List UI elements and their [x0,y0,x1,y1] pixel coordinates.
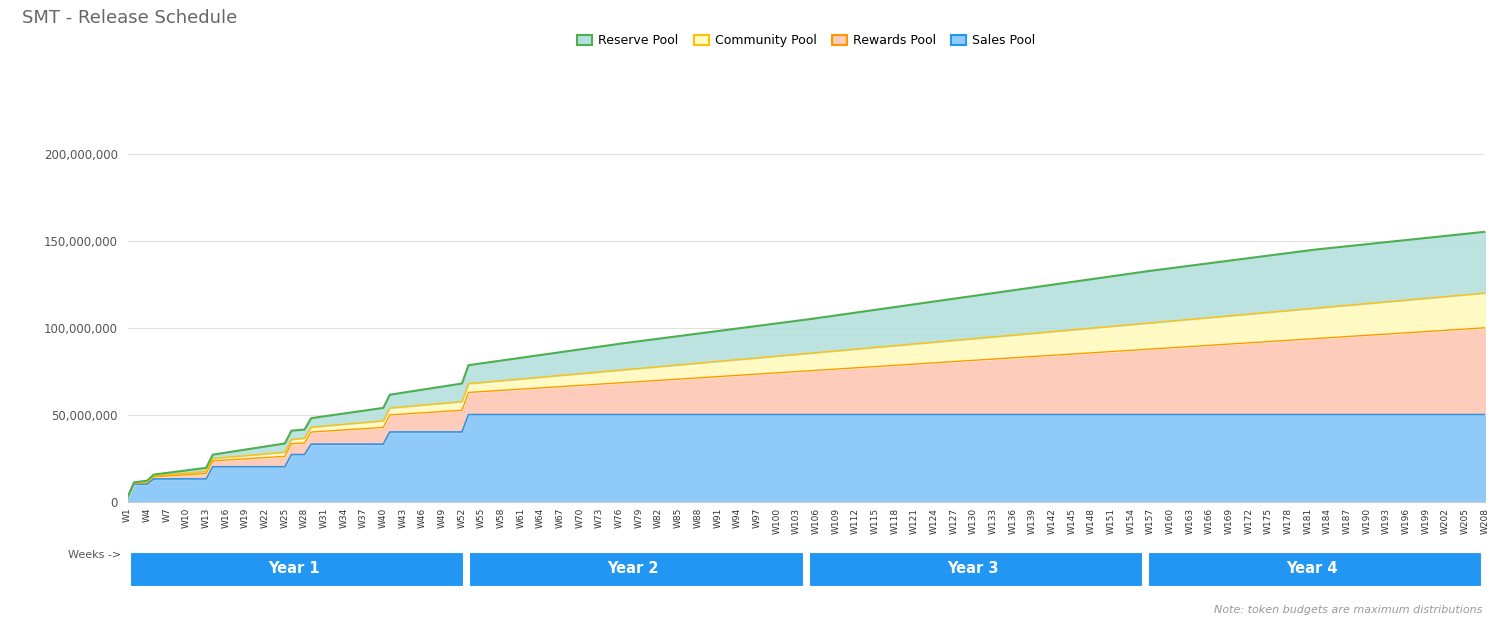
Legend: Reserve Pool, Community Pool, Rewards Pool, Sales Pool: Reserve Pool, Community Pool, Rewards Po… [572,29,1041,52]
Text: SMT - Release Schedule: SMT - Release Schedule [22,9,237,27]
FancyBboxPatch shape [808,552,1143,587]
Text: Year 4: Year 4 [1287,561,1338,576]
Text: Year 1: Year 1 [268,561,320,576]
Text: Year 2: Year 2 [608,561,658,576]
Text: Weeks ->: Weeks -> [68,550,120,560]
FancyBboxPatch shape [130,552,465,587]
FancyBboxPatch shape [470,552,804,587]
FancyBboxPatch shape [1148,552,1482,587]
Text: Year 3: Year 3 [946,561,999,576]
Text: Note: token budgets are maximum distributions: Note: token budgets are maximum distribu… [1214,605,1482,615]
